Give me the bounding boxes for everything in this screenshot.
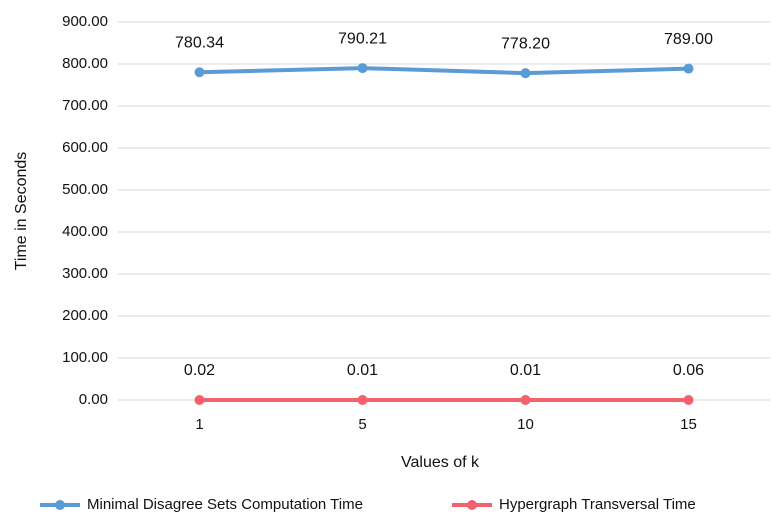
y-tick-label: 500.00 [62, 181, 108, 198]
data-label: 0.06 [673, 362, 704, 379]
x-tick-label: 10 [517, 416, 534, 433]
legend-marker [467, 500, 477, 510]
x-tick-label: 5 [358, 416, 366, 433]
data-label: 0.02 [184, 362, 215, 379]
x-tick-label: 15 [680, 416, 697, 433]
y-tick-label: 400.00 [62, 223, 108, 240]
y-tick-label: 300.00 [62, 265, 108, 282]
y-tick-label: 200.00 [62, 307, 108, 324]
data-label: 0.01 [510, 362, 541, 379]
legend-label: Hypergraph Transversal Time [499, 496, 696, 513]
data-label: 778.20 [501, 35, 550, 52]
y-tick-label: 800.00 [62, 55, 108, 72]
data-label: 790.21 [338, 30, 387, 47]
y-tick-label: 600.00 [62, 139, 108, 156]
y-tick-label: 100.00 [62, 349, 108, 366]
point [683, 63, 694, 74]
y-tick-label: 900.00 [62, 13, 108, 30]
y-tick-label: 0.00 [79, 391, 108, 408]
point [520, 68, 531, 79]
data-label: 780.34 [175, 34, 224, 51]
y-tick-label: 700.00 [62, 97, 108, 114]
point [683, 394, 694, 405]
legend-marker [55, 500, 65, 510]
x-axis-title: Values of k [401, 454, 480, 471]
y-axis-title: Time in Seconds [13, 152, 30, 271]
data-label: 789.00 [664, 31, 713, 48]
data-label: 0.01 [347, 362, 378, 379]
point [520, 394, 531, 405]
x-tick-label: 1 [195, 416, 203, 433]
series-line [199, 66, 689, 76]
point [194, 394, 205, 405]
point [194, 67, 205, 78]
point [357, 63, 368, 74]
legend-label: Minimal Disagree Sets Computation Time [87, 496, 363, 513]
point [357, 394, 368, 405]
